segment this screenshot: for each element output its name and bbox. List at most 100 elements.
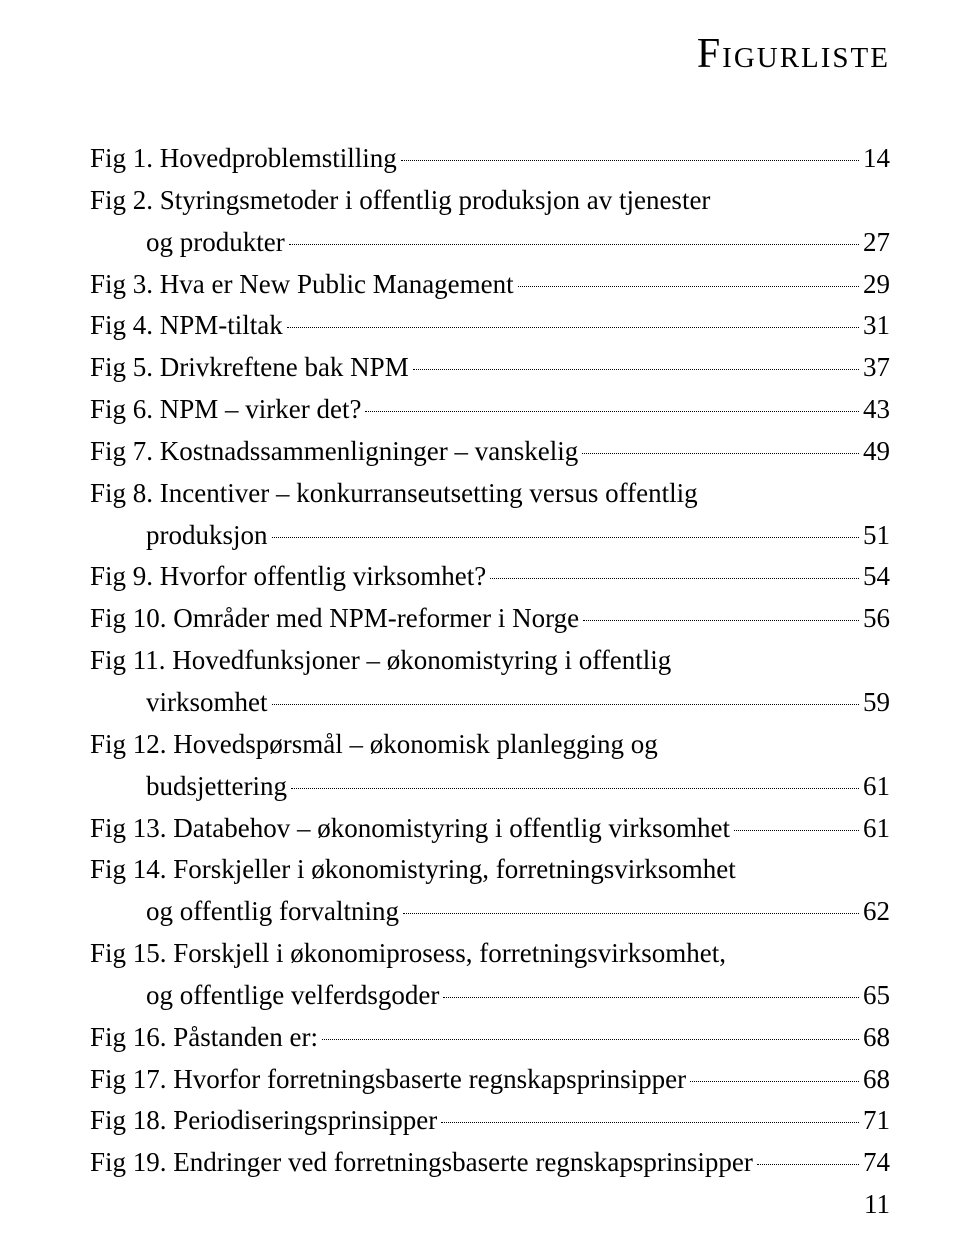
figure-entry-line: Fig 16. Påstanden er: 68 [90, 1017, 890, 1059]
figure-entry-page: 59 [863, 682, 890, 724]
figure-entry-line: Fig 3. Hva er New Public Management29 [90, 264, 890, 306]
figure-entry: Fig 17. Hvorfor forretningsbaserte regns… [90, 1059, 890, 1101]
figure-entry-page: 71 [863, 1100, 890, 1142]
figure-entry-page: 61 [863, 808, 890, 850]
figure-entry-line: og produkter27 [90, 222, 890, 264]
figure-entry-page: 14 [863, 138, 890, 180]
figure-entry: Fig 9. Hvorfor offentlig virksomhet? 54 [90, 556, 890, 598]
figure-entry-page: 54 [863, 556, 890, 598]
figure-entry-text: og offentlig forvaltning [90, 891, 399, 933]
dot-leader [272, 537, 860, 538]
figure-entry-text: Fig 2. Styringsmetoder i offentlig produ… [90, 180, 710, 222]
figure-entry-page: 68 [863, 1059, 890, 1101]
figure-entry: Fig 7. Kostnadssammenligninger – vanskel… [90, 431, 890, 473]
figure-entry-text: produksjon [90, 515, 268, 557]
figure-entry-line: Fig 4. NPM-tiltak 31 [90, 305, 890, 347]
figure-entry-page: 43 [863, 389, 890, 431]
figure-entry: Fig 6. NPM – virker det? 43 [90, 389, 890, 431]
dot-leader [441, 1122, 859, 1123]
figure-entry: Fig 10. Områder med NPM-reformer i Norge… [90, 598, 890, 640]
figure-entry-text: Fig 15. Forskjell i økonomiprosess, forr… [90, 933, 726, 975]
figure-entry-line: Fig 7. Kostnadssammenligninger – vanskel… [90, 431, 890, 473]
figure-entry-page: 29 [863, 264, 890, 306]
figure-entry-line: Fig 9. Hvorfor offentlig virksomhet? 54 [90, 556, 890, 598]
dot-leader [289, 244, 859, 245]
figure-entry-line: Fig 12. Hovedspørsmål – økonomisk planle… [90, 724, 890, 766]
figure-entry-text: Fig 17. Hvorfor forretningsbaserte regns… [90, 1059, 686, 1101]
figure-entry-page: 56 [863, 598, 890, 640]
figure-entry-page: 31 [863, 305, 890, 347]
figure-entry: Fig 15. Forskjell i økonomiprosess, forr… [90, 933, 890, 1017]
figure-entry-page: 51 [863, 515, 890, 557]
figure-entry-page: 68 [863, 1017, 890, 1059]
dot-leader [413, 369, 859, 370]
figure-entry: Fig 13. Databehov – økonomistyring i off… [90, 808, 890, 850]
figure-entry-text: Fig 6. NPM – virker det? [90, 389, 361, 431]
figure-entry: Fig 3. Hva er New Public Management29 [90, 264, 890, 306]
figure-entry-line: Fig 6. NPM – virker det? 43 [90, 389, 890, 431]
dot-leader [690, 1081, 859, 1082]
dot-leader [365, 411, 859, 412]
figure-entry-text: Fig 19. Endringer ved forretningsbaserte… [90, 1142, 753, 1184]
figure-entry-line: Fig 11. Hovedfunksjoner – økonomistyring… [90, 640, 890, 682]
figure-entry-text: Fig 5. Drivkreftene bak NPM [90, 347, 409, 389]
figure-entry: Fig 16. Påstanden er: 68 [90, 1017, 890, 1059]
figure-entry-text: budsjettering [90, 766, 287, 808]
figure-entry-line: Fig 15. Forskjell i økonomiprosess, forr… [90, 933, 890, 975]
figure-entry-page: 62 [863, 891, 890, 933]
figure-entry-page: 27 [863, 222, 890, 264]
figure-entry-line: Fig 18. Periodiseringsprinsipper 71 [90, 1100, 890, 1142]
dot-leader [401, 160, 859, 161]
figure-entry-text: Fig 13. Databehov – økonomistyring i off… [90, 808, 730, 850]
dot-leader [322, 1039, 859, 1040]
figure-entry-text: Fig 16. Påstanden er: [90, 1017, 318, 1059]
figure-entry-line: Fig 19. Endringer ved forretningsbaserte… [90, 1142, 890, 1184]
figure-entry-text: Fig 12. Hovedspørsmål – økonomisk planle… [90, 724, 658, 766]
figure-list: Fig 1. Hovedproblemstilling 14 Fig 2. Styr… [90, 138, 890, 1184]
figure-entry-text: Fig 14. Forskjeller i økonomistyring, fo… [90, 849, 736, 891]
figure-entry-text: Fig 11. Hovedfunksjoner – økonomistyring… [90, 640, 671, 682]
figure-entry-text: Fig 10. Områder med NPM-reformer i Norge [90, 598, 579, 640]
figure-entry: Fig 12. Hovedspørsmål – økonomisk planle… [90, 724, 890, 808]
figure-entry-text: Fig 9. Hvorfor offentlig virksomhet? [90, 556, 486, 598]
figure-entry-line: Fig 2. Styringsmetoder i offentlig produ… [90, 180, 890, 222]
figure-entry-line: Fig 13. Databehov – økonomistyring i off… [90, 808, 890, 850]
figure-entry-text: Fig 7. Kostnadssammenligninger – vanskel… [90, 431, 578, 473]
dot-leader [734, 830, 859, 831]
figure-entry-page: 49 [863, 431, 890, 473]
figure-entry-text: Fig 1. Hovedproblemstilling [90, 138, 397, 180]
figure-entry-text: og offentlige velferdsgoder [90, 975, 439, 1017]
figure-entry-page: 37 [863, 347, 890, 389]
dot-leader [518, 286, 859, 287]
figure-entry-line: Fig 14. Forskjeller i økonomistyring, fo… [90, 849, 890, 891]
figure-entry-line: og offentlig forvaltning 62 [90, 891, 890, 933]
figure-entry-line: Fig 1. Hovedproblemstilling 14 [90, 138, 890, 180]
page-number-footer: 11 [864, 1189, 890, 1220]
figure-entry-page: 65 [863, 975, 890, 1017]
figure-entry-line: Fig 5. Drivkreftene bak NPM 37 [90, 347, 890, 389]
figure-entry-text: virksomhet [90, 682, 268, 724]
figure-entry: Fig 2. Styringsmetoder i offentlig produ… [90, 180, 890, 264]
figure-entry: Fig 5. Drivkreftene bak NPM 37 [90, 347, 890, 389]
figure-entry-line: produksjon 51 [90, 515, 890, 557]
dot-leader [582, 453, 859, 454]
figure-entry-text: Fig 18. Periodiseringsprinsipper [90, 1100, 437, 1142]
figure-entry: Fig 19. Endringer ved forretningsbaserte… [90, 1142, 890, 1184]
figure-entry-text: Fig 4. NPM-tiltak [90, 305, 283, 347]
figure-entry-line: Fig 17. Hvorfor forretningsbaserte regns… [90, 1059, 890, 1101]
figure-entry-line: budsjettering61 [90, 766, 890, 808]
page-title: Figurliste [90, 30, 890, 78]
dot-leader [490, 578, 859, 579]
dot-leader [287, 327, 859, 328]
figure-entry: Fig 1. Hovedproblemstilling 14 [90, 138, 890, 180]
figure-entry: Fig 11. Hovedfunksjoner – økonomistyring… [90, 640, 890, 724]
dot-leader [403, 913, 859, 914]
figure-entry-line: Fig 8. Incentiver – konkurranseutsetting… [90, 473, 890, 515]
dot-leader [272, 704, 860, 705]
dot-leader [583, 620, 859, 621]
dot-leader [291, 788, 859, 789]
figure-entry: Fig 14. Forskjeller i økonomistyring, fo… [90, 849, 890, 933]
dot-leader [443, 997, 859, 998]
figure-entry: Fig 8. Incentiver – konkurranseutsetting… [90, 473, 890, 557]
figure-entry-page: 74 [863, 1142, 890, 1184]
